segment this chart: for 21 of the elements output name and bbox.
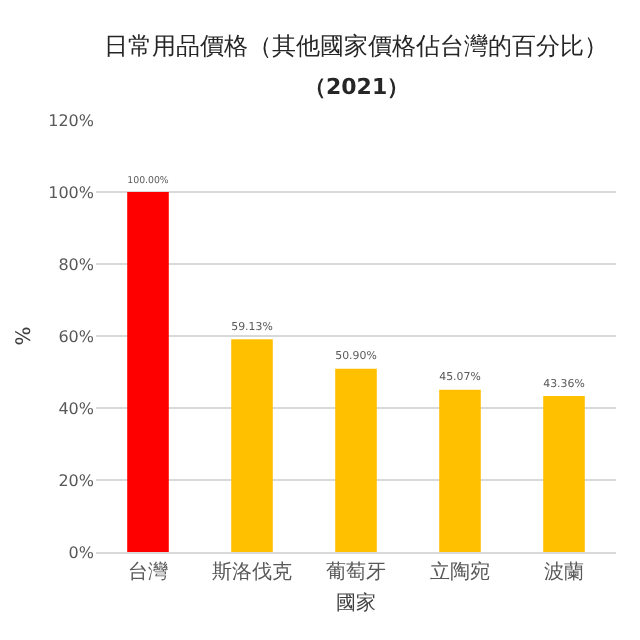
x-tick-label: 立陶宛	[430, 560, 490, 584]
y-tick-label: 60%	[58, 327, 95, 346]
x-tick-label: 波蘭	[544, 560, 584, 584]
y-tick-label: 20%	[58, 471, 95, 490]
x-tick-label: 斯洛伐克	[212, 560, 292, 584]
y-tick-label: 0%	[68, 543, 95, 562]
y-tick-label: 120%	[48, 111, 95, 130]
bar	[439, 389, 481, 552]
x-tick-label: 葡萄牙	[326, 560, 386, 584]
y-tick-label: 100%	[48, 183, 95, 202]
y-tick-label: 80%	[58, 255, 95, 274]
bar	[231, 339, 273, 552]
bar	[127, 192, 169, 552]
y-tick-label: 40%	[58, 399, 95, 418]
chart-title: 日常用品價格（其他國家價格佔台灣的百分比）	[104, 32, 608, 60]
x-tick-label: 台灣	[128, 560, 168, 584]
bar	[543, 395, 585, 552]
bar	[335, 368, 377, 552]
chart-subtitle: （2021）	[304, 74, 410, 100]
x-axis-title: 國家	[336, 591, 376, 615]
y-axis-title: %	[14, 326, 37, 346]
